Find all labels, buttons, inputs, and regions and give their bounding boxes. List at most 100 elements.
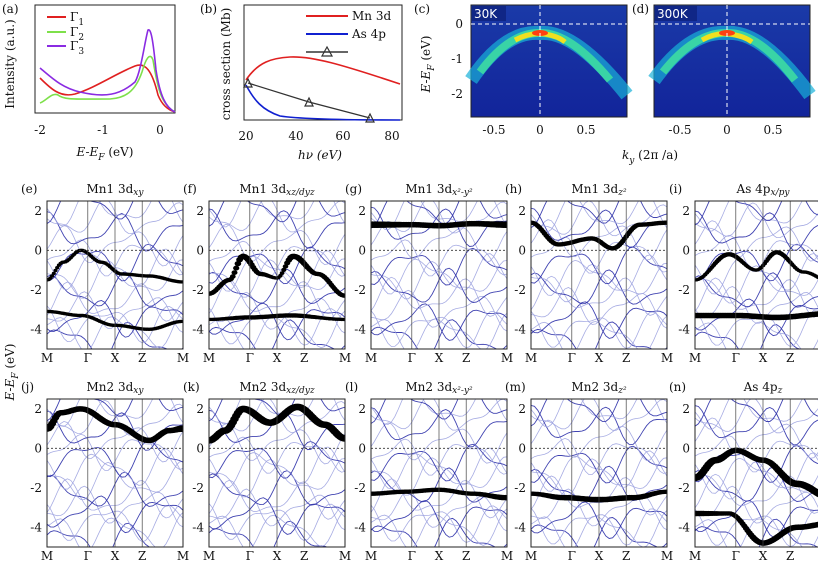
ytick: 0	[682, 441, 690, 455]
xtick-b-2: 40	[288, 129, 303, 143]
ytick: 2	[34, 402, 42, 416]
kpoint-label: Z	[786, 351, 794, 365]
kpoint-label: Z	[138, 351, 146, 365]
band-panel-h: (h) Mn1 3dz² 2 0 -2 -4 M Γ X Z M	[505, 182, 673, 365]
legend-as4p: As 4p	[351, 27, 386, 41]
kpoint-label: Z	[622, 351, 630, 365]
kpoint-label: X	[435, 351, 444, 365]
panel-label-b: (b)	[200, 2, 217, 16]
panel-frame	[46, 398, 184, 548]
panel-frame	[46, 200, 184, 350]
band-lines-n	[695, 399, 818, 547]
kpoint-label: M	[177, 549, 189, 562]
band-panel-m: (m) Mn2 3dz² 2 0 -2 -4 M Γ X Z M	[505, 380, 673, 562]
kpoint-label: Γ	[246, 549, 254, 562]
weight-marker	[503, 494, 507, 501]
weight-marker	[229, 274, 236, 279]
weight-marker	[342, 317, 345, 322]
weight-marker	[233, 265, 240, 271]
panel-frame	[208, 200, 346, 350]
kpoint-label: Z	[138, 549, 146, 562]
weight-marker	[51, 271, 56, 276]
band-line	[695, 399, 818, 430]
ytick: 0	[518, 441, 526, 455]
ytick: -2	[678, 481, 690, 495]
panel-label-g: (g)	[345, 182, 362, 196]
kpoint-label: M	[365, 549, 377, 562]
kpoint-label: Γ	[84, 549, 92, 562]
kpoint-label: X	[759, 351, 768, 365]
kpoint-label: M	[689, 549, 701, 562]
ytick: 0	[358, 243, 366, 257]
kpoint-label: M	[203, 549, 215, 562]
ytick: -4	[30, 322, 42, 336]
weight-marker	[180, 319, 183, 324]
panel-label-f: (f)	[183, 182, 197, 196]
xtick-d-3: 0.5	[763, 123, 782, 137]
weight-marker	[342, 293, 345, 298]
ytick: -4	[354, 322, 366, 336]
panel-title-f: Mn1 3dxz/dyz	[239, 182, 314, 198]
band-panels: (e) Mn1 3dxy 2 0 -2 -4 M Γ X Z M (f) Mn1 3dxz/dyz 2 0 -…	[21, 182, 818, 562]
kpoint-label: Γ	[732, 351, 740, 365]
curve-mn3d	[245, 56, 401, 85]
kpoint-label: M	[661, 351, 673, 365]
kpoint-label: M	[339, 351, 351, 365]
ytick: -4	[514, 520, 526, 534]
kpoint-label: Γ	[568, 549, 576, 562]
kpoint-label: M	[339, 549, 351, 562]
kpoint-label: M	[41, 351, 53, 365]
kpoint-label: Γ	[84, 351, 92, 365]
weight-marker	[815, 521, 818, 528]
band-panel-g: (g) Mn1 3dx²-y² 2 0 -2 -4 M Γ X Z M	[345, 182, 513, 365]
panel-title-l: Mn2 3dx²-y²	[405, 380, 473, 396]
ytick: -2	[30, 283, 42, 297]
weight-marker	[231, 270, 238, 275]
kpoint-label: M	[689, 351, 701, 365]
temp-label-300k: 300K	[657, 7, 689, 21]
weight-marker	[50, 274, 55, 278]
ytick: -2	[192, 481, 204, 495]
ytick: 2	[196, 204, 204, 218]
kpoint-label: X	[759, 549, 768, 562]
ylabel-cd: E-EF (eV)	[419, 36, 437, 94]
kpoint-label: X	[595, 351, 604, 365]
curve-gamma2	[39, 55, 176, 113]
panel-a: (a) Intensity (a.u.) Γ1 Γ2 Γ3 -2 -1 0 E-…	[2, 2, 176, 163]
ytick: 0	[358, 441, 366, 455]
kpoint-label: X	[111, 351, 120, 365]
ytick: 0	[682, 243, 690, 257]
ytick: 0	[34, 243, 42, 257]
kpoint-label: M	[501, 549, 513, 562]
ytick: -2	[678, 283, 690, 297]
weight-marker	[53, 268, 58, 273]
panel-title-h: Mn1 3dz²	[571, 182, 627, 198]
legend-gamma1: Γ1	[70, 10, 84, 28]
ytick: -4	[354, 520, 366, 534]
xtick-a-2: -1	[97, 123, 109, 137]
panel-c: (c) 30K E-EF (eV) 0 -1 -2 -0.5 0 0.5	[414, 2, 633, 137]
kpoint-label: M	[365, 351, 377, 365]
ytick-cd-2: -2	[451, 87, 463, 101]
band-lines-i	[695, 201, 818, 349]
weight-marker	[664, 489, 667, 494]
panel-frame	[694, 200, 818, 350]
ytick: -2	[192, 283, 204, 297]
kpoint-label: Γ	[246, 351, 254, 365]
xtick-b-3: 60	[335, 129, 350, 143]
panel-frame	[694, 398, 818, 548]
xtick-d-2: 0	[723, 123, 731, 137]
xlabel-b: hν (eV)	[298, 148, 342, 162]
xtick-c-3: 0.5	[576, 123, 595, 137]
kpoint-label: X	[273, 351, 282, 365]
band-line	[695, 220, 818, 262]
panel-label-k: (k)	[183, 380, 200, 394]
ylabel-bands: E-EF (eV)	[3, 344, 21, 402]
ytick: -4	[30, 520, 42, 534]
panel-label-e: (e)	[21, 182, 37, 196]
panel-frame	[208, 398, 346, 548]
panel-title-i: As 4px/py	[736, 182, 791, 198]
kpoint-label: X	[273, 549, 282, 562]
panel-title-m: Mn2 3dz²	[571, 380, 627, 396]
